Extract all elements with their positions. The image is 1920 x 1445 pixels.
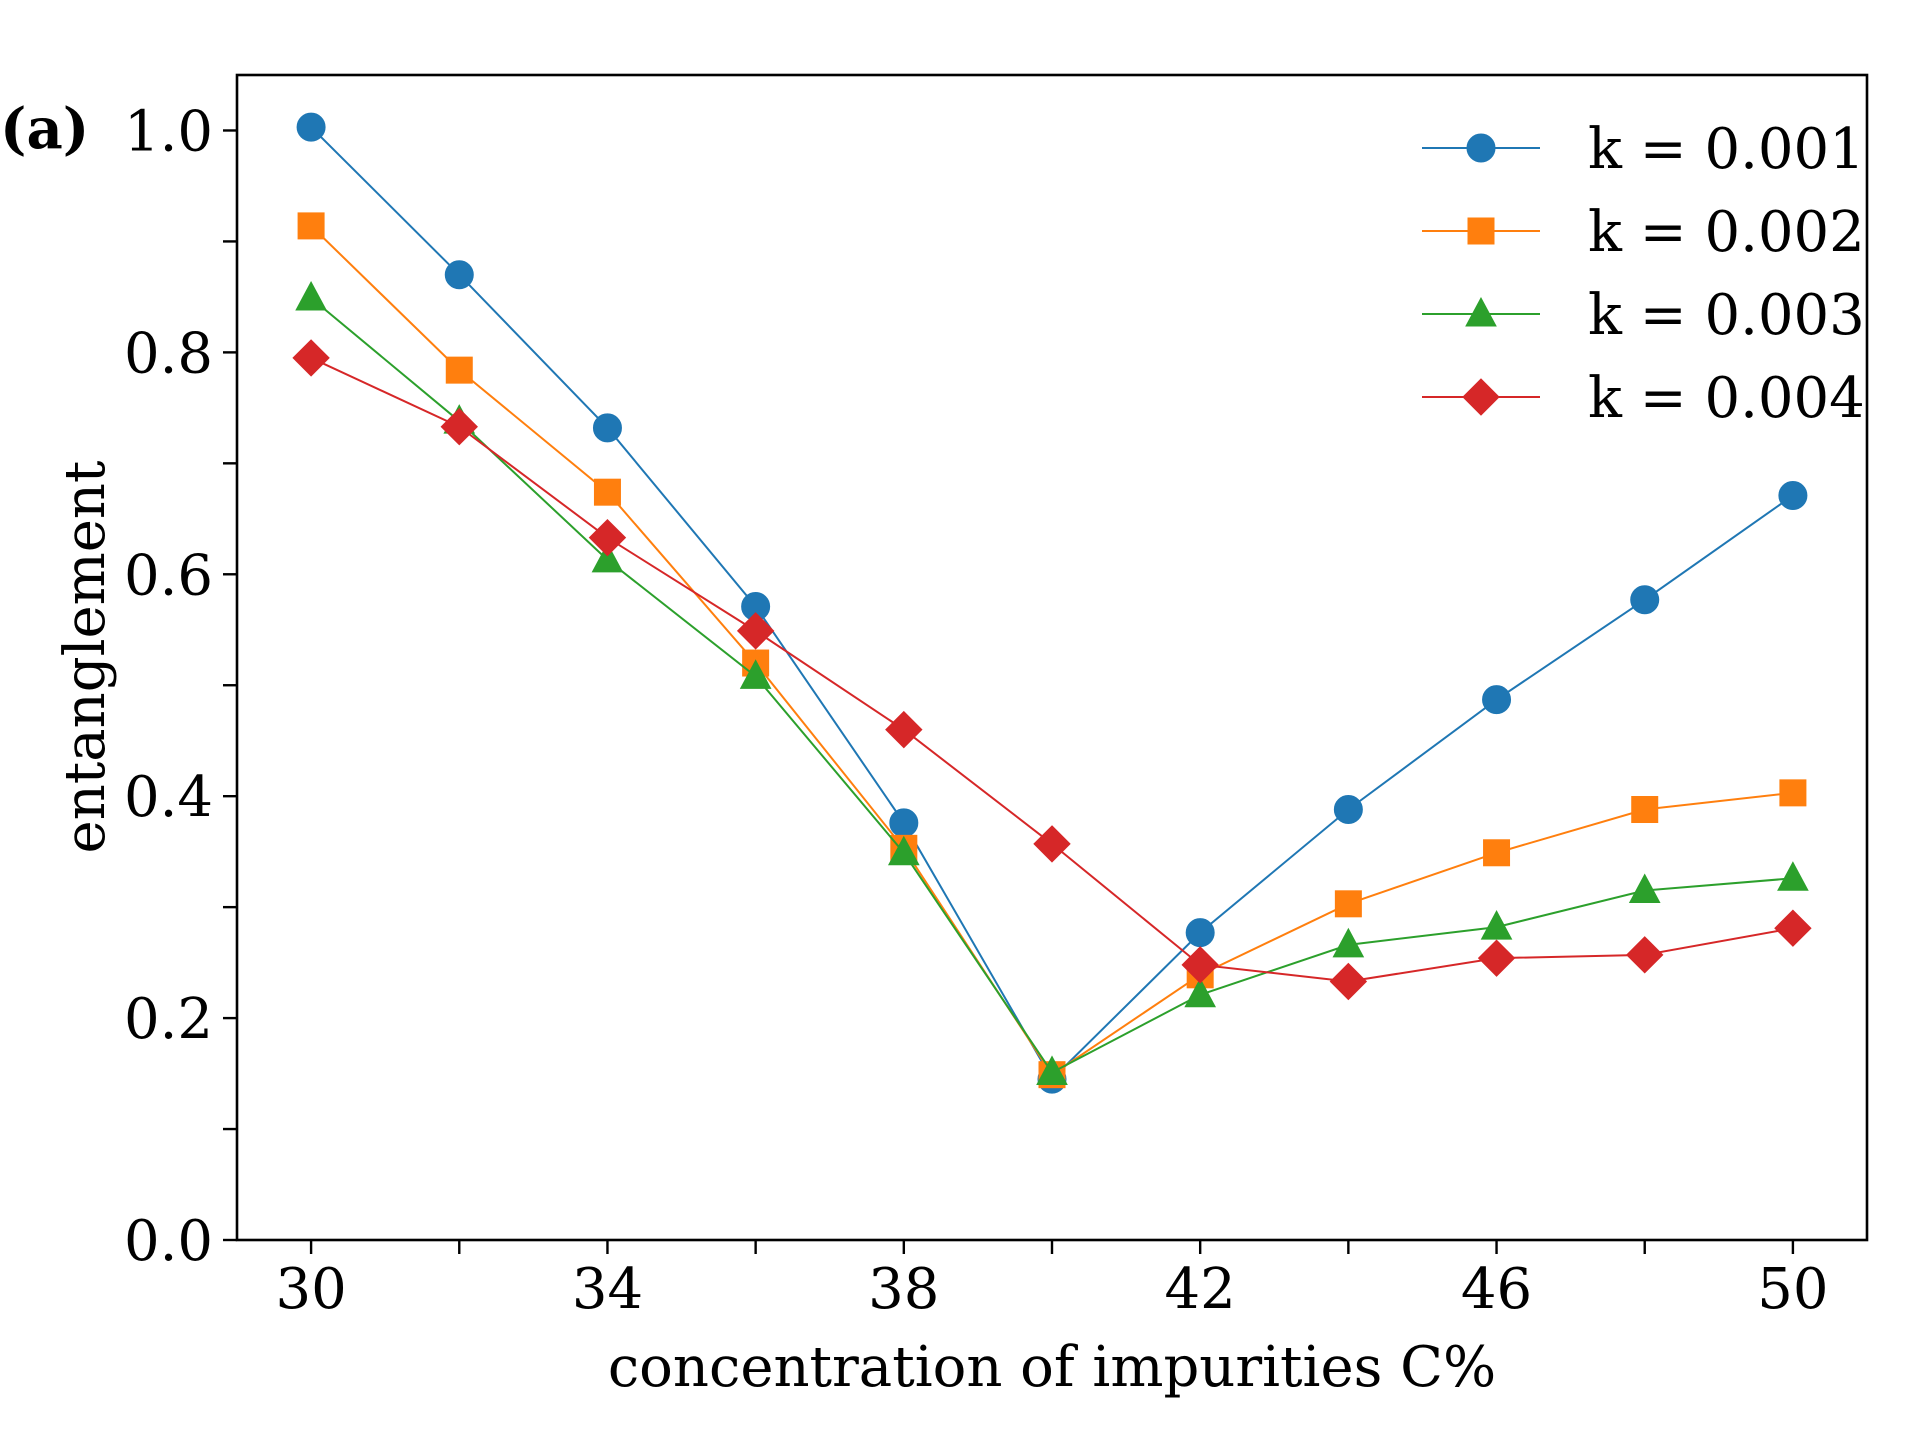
data-point <box>1329 962 1368 1001</box>
data-point <box>1185 918 1215 948</box>
x-axis-label: concentration of impurities C% <box>608 1335 1496 1400</box>
y-axis-label: entanglement <box>53 460 118 853</box>
legend-label: k = 0.003 <box>1588 283 1865 348</box>
data-point <box>1181 946 1219 984</box>
data-point <box>1184 977 1217 1008</box>
series-1 <box>296 112 1808 1094</box>
data-point <box>1630 585 1660 615</box>
data-point <box>1779 779 1807 807</box>
data-point <box>1477 939 1516 977</box>
series-layer <box>292 112 1812 1094</box>
data-point <box>296 112 326 142</box>
data-point <box>1033 825 1071 863</box>
x-tick-label: 38 <box>868 1257 939 1322</box>
data-point <box>739 659 772 689</box>
legend-entry: k = 0.001 <box>1422 117 1865 182</box>
legend-entry: k = 0.002 <box>1422 200 1865 265</box>
legend-entry: k = 0.003 <box>1422 283 1865 348</box>
data-point <box>1333 795 1363 825</box>
y-tick-label: 1.0 <box>124 99 213 164</box>
legend-marker <box>1467 217 1495 245</box>
y-tick-label: 0.8 <box>124 321 213 386</box>
data-point <box>591 542 624 573</box>
x-tick-label: 42 <box>1165 1257 1236 1322</box>
data-point <box>1778 481 1808 511</box>
legend: k = 0.001 k = 0.002 k = 0.003 k = 0.004 <box>1422 117 1865 431</box>
series-4 <box>292 339 1812 1001</box>
legend-label: k = 0.001 <box>1588 117 1865 182</box>
data-point <box>440 408 478 446</box>
y-tick-label: 0.0 <box>124 1209 213 1274</box>
data-point <box>1626 936 1664 974</box>
series-line <box>310 126 1794 1081</box>
legend-label: k = 0.004 <box>1588 366 1865 431</box>
y-tick-label: 0.4 <box>124 765 213 830</box>
legend-marker <box>1466 133 1496 163</box>
y-tick-label: 0.6 <box>124 543 213 608</box>
data-point <box>292 339 330 377</box>
x-tick-label: 30 <box>275 1257 346 1322</box>
data-point <box>297 212 325 240</box>
data-point <box>1332 927 1365 958</box>
data-point <box>1483 839 1511 867</box>
series-3 <box>295 280 1809 1085</box>
data-point <box>1036 1055 1068 1085</box>
x-tick-label: 34 <box>572 1257 643 1322</box>
y-tick-label: 0.2 <box>124 987 213 1052</box>
data-point <box>1774 909 1812 947</box>
data-point <box>1480 910 1513 940</box>
data-point <box>593 478 621 506</box>
x-tick-label: 46 <box>1461 1257 1532 1322</box>
legend-label: k = 0.002 <box>1588 200 1865 265</box>
data-point <box>1628 873 1661 903</box>
data-point <box>295 280 327 311</box>
data-point <box>736 612 775 650</box>
series-line <box>310 357 1794 983</box>
legend-marker <box>1465 296 1497 327</box>
data-point <box>592 413 622 443</box>
x-axis-ticks: 30 34 38 42 46 50 <box>275 1240 1829 1322</box>
data-point <box>1482 685 1512 715</box>
data-point <box>889 808 919 838</box>
data-point <box>885 710 923 749</box>
data-point <box>1334 890 1362 918</box>
panel-label: (a) <box>0 96 89 162</box>
data-point <box>1777 861 1809 891</box>
data-point <box>588 518 627 557</box>
y-axis-ticks: 0.0 0.2 0.4 0.6 0.8 1.0 <box>124 99 237 1274</box>
x-tick-label: 50 <box>1757 1257 1828 1322</box>
data-point <box>444 260 474 290</box>
data-point <box>445 356 473 384</box>
data-point <box>1631 796 1659 824</box>
legend-entry: k = 0.004 <box>1422 366 1865 431</box>
legend-marker <box>1462 378 1500 416</box>
data-point <box>887 835 920 866</box>
